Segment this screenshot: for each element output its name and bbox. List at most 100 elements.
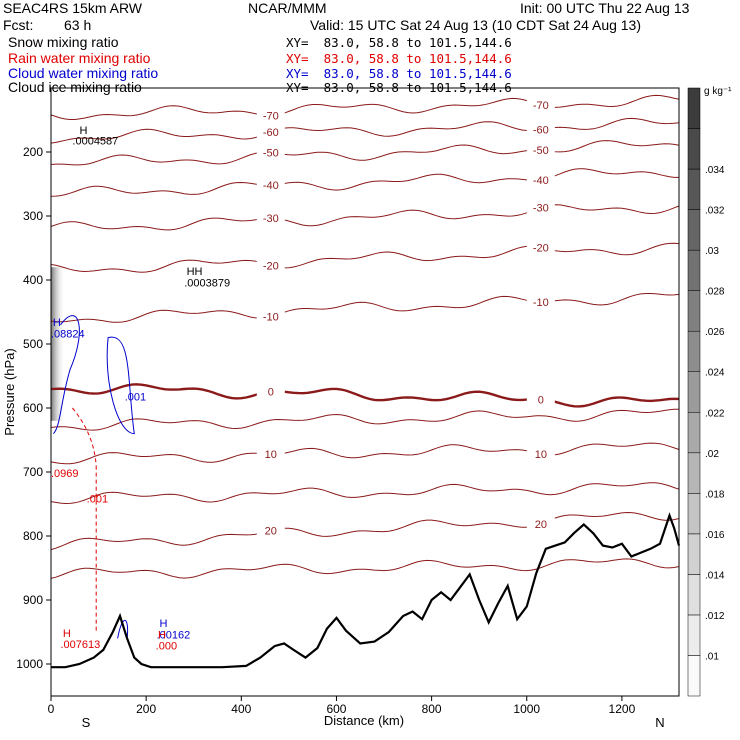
cloudwater-contour bbox=[106, 336, 135, 435]
isotherm-line bbox=[50, 140, 680, 166]
y-tick-label: 700 bbox=[23, 465, 43, 479]
colorbar-cell bbox=[687, 371, 701, 413]
isotherm-label-bg bbox=[256, 178, 285, 193]
contour-value-label: H bbox=[63, 628, 71, 640]
isotherm-label-bg bbox=[526, 98, 555, 113]
legend-rain: Rain water mixing ratio bbox=[8, 50, 151, 66]
colorbar-cell bbox=[687, 614, 701, 656]
isotherm-line bbox=[50, 242, 680, 273]
colorbar-cell bbox=[687, 249, 701, 291]
isotherm-line bbox=[50, 94, 680, 120]
isotherm-label: -70 bbox=[263, 111, 279, 123]
isotherm-label: -10 bbox=[263, 312, 279, 324]
init-time: Init: 00 UTC Thu 22 Aug 13 bbox=[520, 0, 690, 16]
y-tick-label: 1000 bbox=[16, 657, 43, 671]
legend-cloudice: Cloud ice mixing ratio bbox=[8, 79, 142, 95]
colorbar-cell bbox=[687, 533, 701, 575]
colorbar-tick-label: .034 bbox=[705, 165, 725, 176]
colorbar-tick-label: .012 bbox=[705, 611, 725, 622]
colorbar-cell bbox=[687, 574, 701, 616]
isotherm-label-bg bbox=[526, 172, 555, 187]
x-end-label-north: N bbox=[655, 715, 664, 730]
isotherm-label-bg bbox=[526, 294, 555, 309]
legend-cloudwater: Cloud water mixing ratio bbox=[8, 65, 159, 81]
colorbar-tick-label: .024 bbox=[705, 368, 725, 379]
isotherm-label: -20 bbox=[263, 260, 279, 272]
fcst-label: Fcst: bbox=[3, 17, 34, 33]
x-tick-label: 1200 bbox=[609, 702, 636, 716]
contour-value-label: H bbox=[159, 618, 167, 630]
isotherm-label-bg bbox=[526, 392, 555, 407]
isotherm-label: 20 bbox=[265, 526, 277, 538]
isotherm-label-bg bbox=[256, 523, 285, 538]
isotherm-label: -10 bbox=[533, 297, 549, 309]
colorbar-tick-label: .016 bbox=[705, 530, 725, 541]
x-axis-label: Distance (km) bbox=[324, 713, 404, 728]
y-tick-label: 200 bbox=[23, 145, 43, 159]
contour-value-label: .0969 bbox=[51, 468, 79, 480]
contour-value-label: .08824 bbox=[51, 329, 85, 341]
isotherm-label-bg bbox=[526, 446, 555, 461]
colorbar-tick-label: .026 bbox=[705, 327, 725, 338]
contour-value-label: .001 bbox=[87, 494, 108, 506]
contour-line bbox=[50, 558, 680, 579]
isotherm-label: -40 bbox=[263, 180, 279, 192]
x-tick-label: 200 bbox=[136, 702, 156, 716]
isotherm-label: 10 bbox=[265, 449, 277, 461]
contour-value-label: .0004587 bbox=[72, 135, 118, 147]
legend-rain-xy: XY= 83.0, 58.8 to 101.5,144.6 bbox=[286, 51, 512, 66]
center-title: NCAR/MMM bbox=[248, 0, 327, 16]
isotherm-label: -30 bbox=[533, 202, 549, 214]
cloudwater-contour bbox=[53, 315, 80, 434]
isotherm-line bbox=[50, 204, 680, 231]
isotherm-label: -20 bbox=[533, 242, 549, 254]
colorbar-tick-label: .028 bbox=[705, 287, 725, 298]
isotherm-label-bg bbox=[526, 143, 555, 158]
contour-value-label: .000 bbox=[156, 640, 177, 652]
contour-value-label: H bbox=[53, 317, 61, 329]
isotherm-label-bg bbox=[526, 516, 555, 531]
isotherm-label: -60 bbox=[533, 125, 549, 137]
colorbar-tick-label: .02 bbox=[705, 449, 719, 460]
isotherm-line bbox=[50, 168, 679, 197]
y-axis-label: Pressure (hPa) bbox=[2, 348, 17, 435]
isotherm-label-bg bbox=[256, 258, 285, 273]
isotherm-label-bg bbox=[526, 240, 555, 255]
x-tick-label: 600 bbox=[326, 702, 346, 716]
contour-value-label: .00162 bbox=[157, 629, 191, 641]
colorbar-tick-label: .032 bbox=[705, 206, 725, 217]
colorbar-tick-label: .01 bbox=[705, 651, 719, 662]
isotherm-line bbox=[50, 442, 680, 465]
valid-time: Valid: 15 UTC Sat 24 Aug 13 (10 CDT Sat … bbox=[310, 17, 642, 33]
isotherm-line bbox=[50, 511, 680, 551]
colorbar-units: g kg⁻¹ bbox=[704, 86, 732, 97]
x-tick-label: 800 bbox=[422, 702, 442, 716]
legend-cloudwater-xy: XY= 83.0, 58.8 to 101.5,144.6 bbox=[286, 66, 512, 81]
y-tick-label: 800 bbox=[23, 529, 43, 543]
colorbar-cell bbox=[687, 209, 701, 251]
colorbar-tick-label: .022 bbox=[705, 408, 725, 419]
terrain-line bbox=[51, 512, 681, 669]
contour-value-label: .0003879 bbox=[184, 277, 230, 289]
isotherm-label: 20 bbox=[535, 519, 547, 531]
colorbar-cell bbox=[687, 87, 701, 129]
isotherm-label-bg bbox=[526, 122, 555, 137]
y-tick-label: 300 bbox=[23, 209, 43, 223]
model-title: SEAC4RS 15km ARW bbox=[3, 0, 143, 16]
x-tick-label: 0 bbox=[48, 702, 55, 716]
colorbar-cell bbox=[687, 290, 701, 332]
x-tick-label: 1000 bbox=[513, 702, 540, 716]
colorbar-cell bbox=[687, 168, 701, 210]
colorbar-cell bbox=[687, 330, 701, 372]
fcst-value: 63 h bbox=[64, 17, 92, 33]
contour-value-label: H bbox=[80, 125, 88, 137]
colorbar-cell bbox=[687, 452, 701, 494]
isotherm-label: -40 bbox=[533, 175, 549, 187]
isotherm-label: 0 bbox=[538, 394, 544, 406]
isotherm-label-bg bbox=[256, 145, 285, 160]
legend-snow: Snow mixing ratio bbox=[8, 34, 119, 50]
contour-value-label: .001 bbox=[125, 391, 146, 403]
contour-line bbox=[50, 482, 680, 505]
x-end-label-south: S bbox=[82, 715, 91, 730]
